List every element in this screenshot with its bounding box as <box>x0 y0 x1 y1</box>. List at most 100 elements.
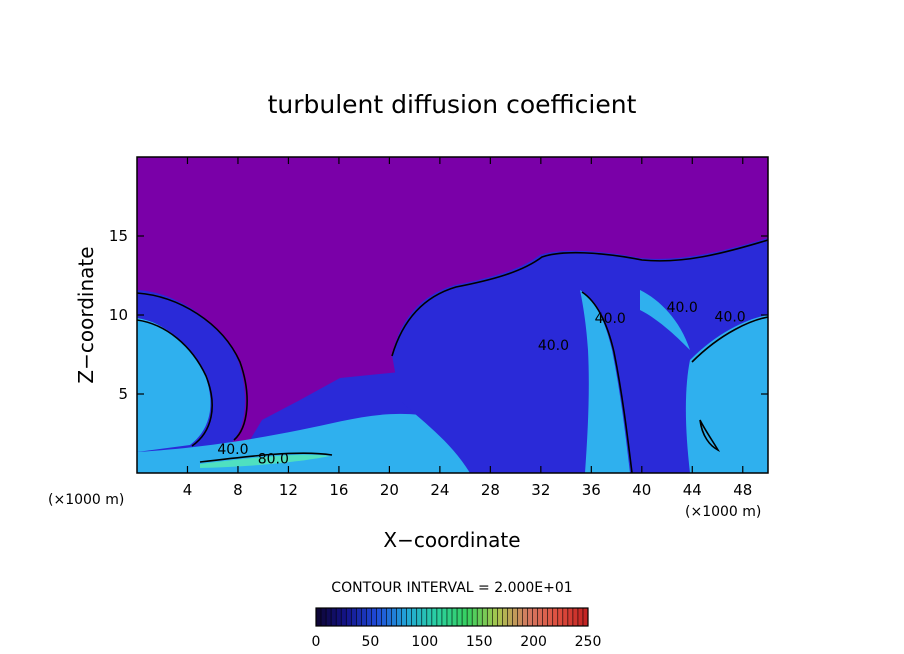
colorbar-swatch <box>371 608 377 626</box>
x-tick-label: 36 <box>582 481 601 499</box>
colorbar-swatch <box>376 608 382 626</box>
colorbar <box>315 607 589 627</box>
colorbar-swatch <box>492 608 498 626</box>
contour-lines <box>137 239 768 473</box>
field-region-right-column <box>580 290 630 473</box>
colorbar-swatch <box>502 608 508 626</box>
colorbar-swatch <box>411 608 418 626</box>
x-tick-label: 4 <box>183 481 193 499</box>
colorbar-swatch <box>462 608 468 626</box>
contour-label: 80.0 <box>258 452 289 468</box>
colorbar-tick-label: 0 <box>312 634 321 650</box>
colorbar-swatch <box>562 608 569 626</box>
colorbar-swatch <box>572 608 579 626</box>
colorbar-swatch <box>446 608 453 626</box>
contour-label: 40.0 <box>715 309 746 325</box>
colorbar-swatch <box>406 608 413 626</box>
field-region-bottom-high <box>200 454 330 468</box>
x-tick-label: 48 <box>733 481 752 499</box>
chart-title: turbulent diffusion coefficient <box>268 90 637 119</box>
colorbar-frame <box>315 607 589 627</box>
contour-line <box>391 239 768 357</box>
colorbar-swatch <box>552 608 559 626</box>
colorbar-swatch <box>336 608 342 626</box>
colorbar-swatch <box>436 608 443 626</box>
colorbar-swatch <box>356 608 362 626</box>
y-tick-label: 15 <box>109 227 128 245</box>
contour-line <box>581 291 633 473</box>
x-tick-label: 44 <box>683 481 702 499</box>
colorbar-swatch <box>582 608 589 626</box>
x-axis-label: X−coordinate <box>383 528 520 552</box>
colorbar-swatch <box>487 608 493 626</box>
colorbar-swatch <box>321 608 327 626</box>
colorbar-swatch <box>567 608 574 626</box>
x-tick-label: 32 <box>531 481 550 499</box>
y-axis-label: Z−coordinate <box>74 246 98 383</box>
x-tick-label: 40 <box>632 481 651 499</box>
colorbar-swatch <box>316 608 322 626</box>
colorbar-swatch <box>366 608 372 626</box>
colorbar-swatch <box>421 608 428 626</box>
colorbar-tick-label: 250 <box>575 634 602 650</box>
colorbar-swatch <box>457 608 463 626</box>
contour-line <box>137 319 213 447</box>
colorbar-swatch <box>441 608 448 626</box>
field-region-left-core <box>137 318 211 452</box>
colorbar-swatch <box>361 608 367 626</box>
colorbar-swatch <box>391 608 397 626</box>
y-tick-label: 5 <box>118 385 128 403</box>
colorbar-swatch <box>512 608 518 626</box>
x-tick-label: 28 <box>481 481 500 499</box>
colorbar-swatch <box>386 608 392 626</box>
plot-area <box>137 157 768 473</box>
colorbar-swatch <box>331 608 337 626</box>
colorbar-swatch <box>522 608 528 626</box>
colorbar-tick-label: 50 <box>361 634 379 650</box>
contour-label: 40.0 <box>595 311 626 327</box>
field-region-central-plume <box>392 238 768 473</box>
colorbar-swatch <box>547 608 554 626</box>
colorbar-swatch <box>341 608 347 626</box>
field-region-filament <box>640 290 690 350</box>
contour-line <box>691 316 768 363</box>
colorbar-swatch <box>507 608 513 626</box>
field-region-right-vortex <box>685 315 768 473</box>
colorbar-swatch <box>557 608 564 626</box>
colorbar-ticks: 0 50 100 150 200 250 <box>312 634 602 650</box>
colorbar-swatch <box>426 608 433 626</box>
contour-label: 40.0 <box>667 300 698 316</box>
contour-labels: 40.0 80.0 40.0 40.0 40.0 40.0 <box>217 300 745 468</box>
x-tick-label: 16 <box>329 481 348 499</box>
contour-line <box>137 292 248 441</box>
colorbar-swatch <box>517 608 523 626</box>
contour-label: 40.0 <box>538 338 569 354</box>
contour-line <box>699 419 721 452</box>
colorbar-tick-label: 150 <box>466 634 493 650</box>
x-axis-ticks: 4 8 12 16 20 24 28 32 36 40 44 48 <box>183 157 752 499</box>
colorbar-tick-label: 100 <box>411 634 438 650</box>
x-tick-label: 24 <box>430 481 449 499</box>
contour-label: 40.0 <box>217 442 248 458</box>
x-tick-label: 12 <box>279 481 298 499</box>
y-axis-ticks: 5 10 15 <box>109 227 768 403</box>
colorbar-swatch <box>497 608 503 626</box>
contour-interval-text: CONTOUR INTERVAL = 2.000E+01 <box>331 580 572 596</box>
contour-line <box>199 452 333 463</box>
colorbar-swatch <box>467 608 473 626</box>
colorbar-swatch <box>472 608 478 626</box>
x-tick-label: 20 <box>380 481 399 499</box>
colorbar-swatch <box>396 608 402 626</box>
colorbar-swatch <box>326 608 332 626</box>
x-tick-label: 8 <box>233 481 243 499</box>
colorbar-swatch <box>577 608 584 626</box>
colorbar-swatch <box>542 608 549 626</box>
colorbar-swatch <box>477 608 483 626</box>
colorbar-swatch <box>452 608 458 626</box>
y-tick-label: 10 <box>109 306 128 324</box>
x-axis-unit-label: (×1000 m) <box>685 504 761 520</box>
colorbar-swatch <box>532 608 538 626</box>
colorbar-swatch <box>346 608 352 626</box>
colorbar-swatch <box>537 608 543 626</box>
